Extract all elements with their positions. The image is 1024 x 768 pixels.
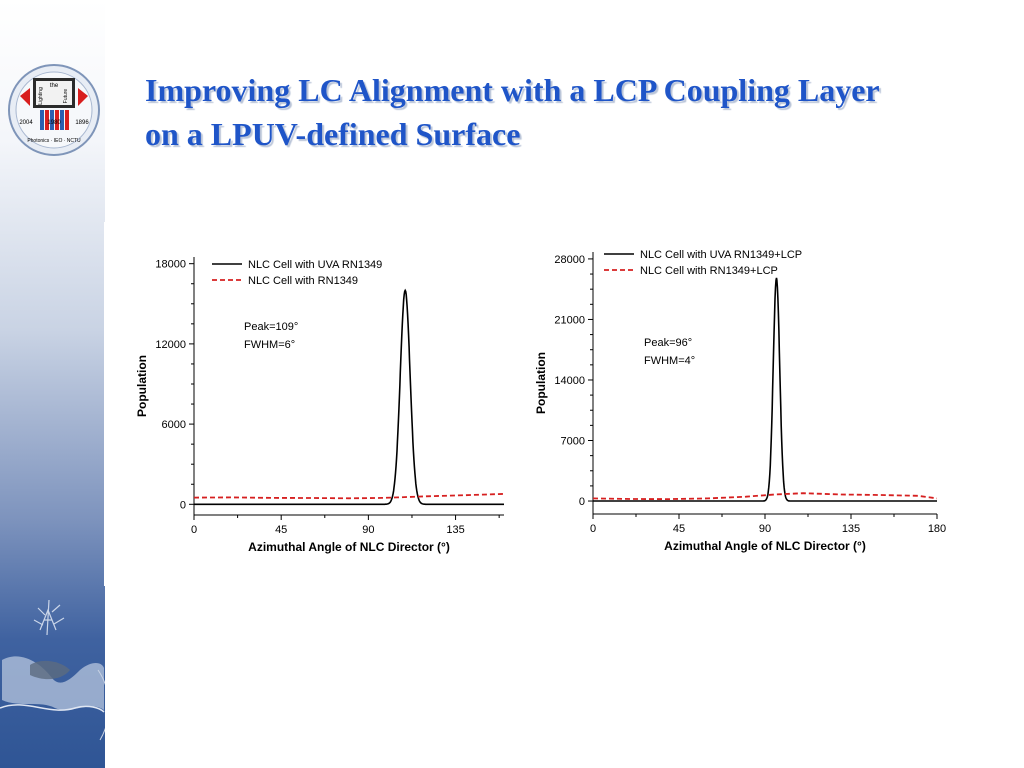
- slide-title-line-2: on a LPUV-defined Surface: [145, 116, 521, 152]
- y-tick-label: 7000: [561, 436, 585, 448]
- logo-year-left: 2004: [19, 120, 33, 126]
- y-tick-label: 21000: [554, 314, 585, 326]
- y-tick-label: 0: [180, 499, 186, 511]
- series-line-solid: [593, 277, 937, 502]
- logo-text-the: the: [50, 83, 59, 89]
- x-tick-label: 45: [275, 524, 287, 536]
- series-line-dashed: [593, 492, 937, 501]
- x-tick-label: 180: [928, 523, 946, 535]
- x-tick-label: 0: [191, 524, 197, 536]
- x-tick-label: 45: [673, 523, 685, 535]
- series-line-solid: [194, 288, 504, 506]
- logo-year-right: 1896: [75, 120, 89, 126]
- legend-label-solid: NLC Cell with UVA RN1349: [248, 259, 382, 271]
- annotation-peak: Peak=109°: [244, 321, 298, 333]
- y-tick-label: 12000: [155, 339, 186, 351]
- logo-year-mid: 1980: [47, 120, 61, 126]
- slide-title: Improving LC Alignment with a LCP Coupli…: [145, 68, 1015, 156]
- x-tick-label: 90: [759, 523, 771, 535]
- logo-text-future: Future: [63, 89, 69, 104]
- x-axis-label: Azimuthal Angle of NLC Director (°): [664, 539, 866, 553]
- x-tick-label: 0: [590, 523, 596, 535]
- legend-label-dashed: NLC Cell with RN1349: [248, 275, 358, 287]
- y-tick-label: 28000: [554, 254, 585, 266]
- hands-seedling-image: [0, 599, 105, 741]
- series-line-dashed: [194, 493, 504, 500]
- annotation-fwhm: FWHM=6°: [244, 339, 295, 351]
- annotation-fwhm: FWHM=4°: [644, 355, 695, 367]
- x-tick-label: 135: [842, 523, 860, 535]
- logo-text-lighting: Lighting: [38, 87, 44, 105]
- y-tick-label: 18000: [155, 259, 186, 271]
- y-tick-label: 14000: [554, 375, 585, 387]
- chart-left: 0 6000 12000 18000 0 45 90 135 Azimuthal Angle o…: [135, 257, 504, 554]
- legend-label-dashed: NLC Cell with RN1349+LCP: [640, 265, 778, 277]
- annotation-peak: Peak=96°: [644, 337, 692, 349]
- legend-label-solid: NLC Cell with UVA RN1349+LCP: [640, 249, 802, 261]
- y-axis-label: Population: [135, 355, 149, 417]
- y-tick-label: 6000: [162, 419, 186, 431]
- slide-title-line-1: Improving LC Alignment with a LCP Coupli…: [145, 72, 880, 108]
- logo-bottom-text: Photonics · IEO · NCTU: [27, 138, 81, 144]
- x-axis-label: Azimuthal Angle of NLC Director (°): [248, 540, 450, 554]
- chart-right: 0 7000 14000 21000 28000 0 45 90 135 180 Azimuthal…: [534, 249, 946, 553]
- lighting-the-future-logo: the Lighting Future 2004 1980 1896 Photo…: [8, 64, 100, 156]
- y-axis-label: Population: [534, 352, 548, 414]
- y-tick-label: 0: [579, 496, 585, 508]
- x-tick-label: 135: [446, 524, 464, 536]
- x-tick-label: 90: [362, 524, 374, 536]
- chart-area: 0 6000 12000 18000 0 45 90 135 Azimuthal Angle o…: [104, 222, 964, 586]
